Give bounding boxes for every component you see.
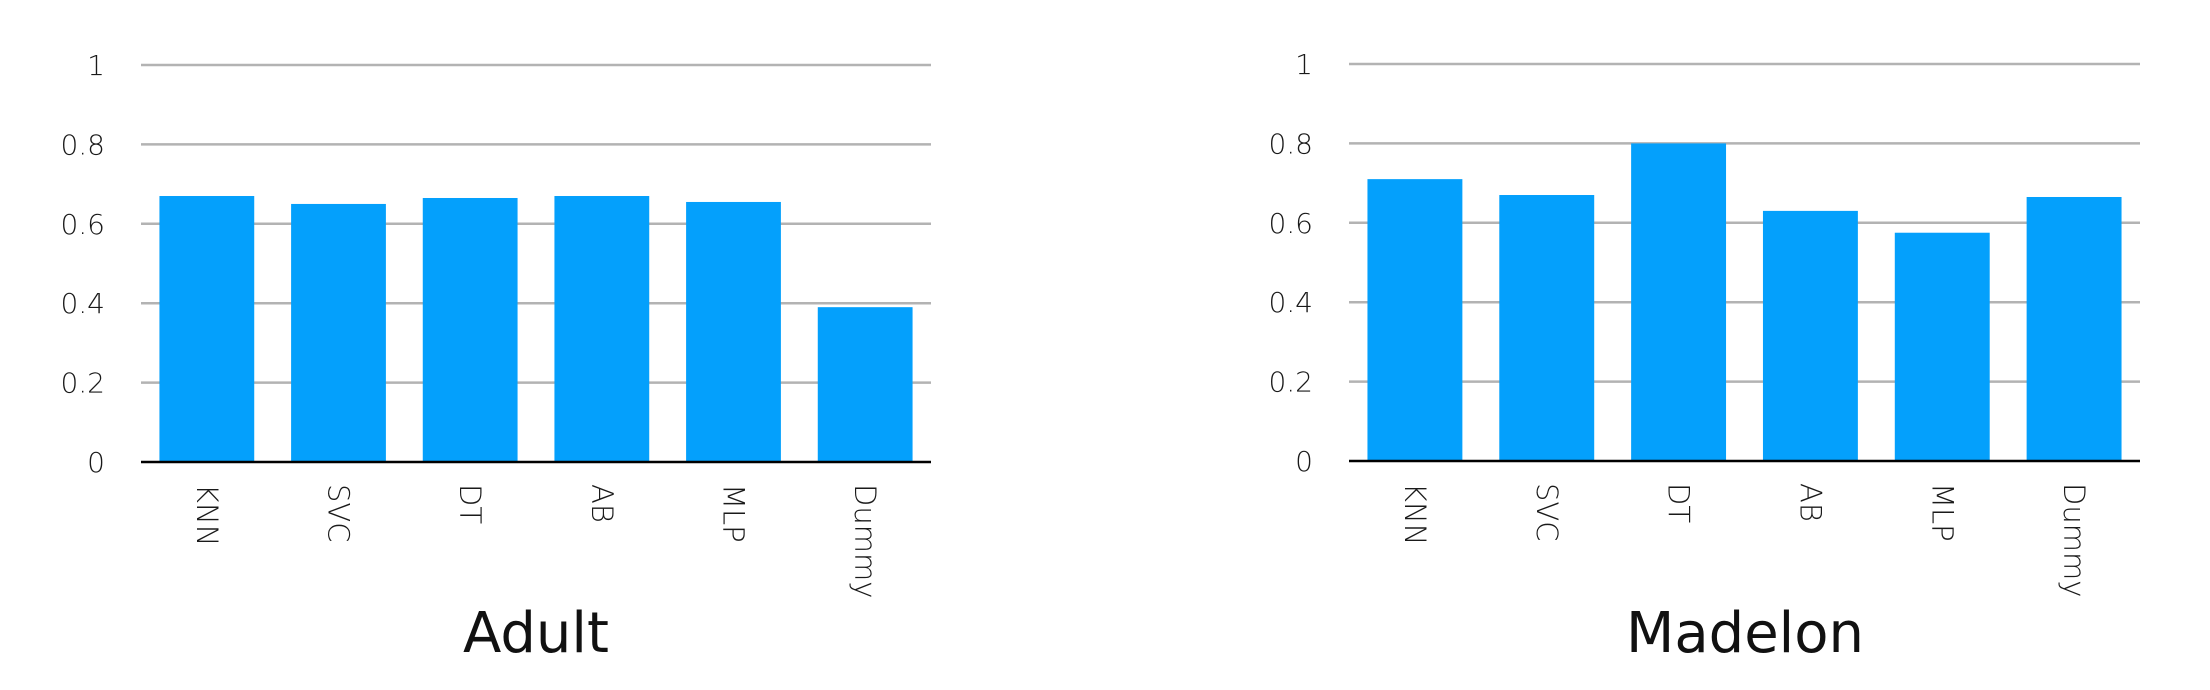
chart-madelon: 0 0.2 0.4 0.6 0.8 1 KNN SVC DT AB MLP Dummy Madelon — [1268, 48, 2140, 666]
bar-dt — [422, 197, 518, 462]
x-tick-label: Dummy — [2057, 483, 2091, 597]
y-tick-label: 0.4 — [1268, 286, 1313, 319]
x-tick-label: AB — [585, 484, 619, 523]
bar-svc — [291, 203, 386, 462]
bar-dt — [1631, 143, 1727, 461]
bar-dummy — [817, 307, 913, 462]
chart-adult: 0 0.2 0.4 0.6 0.8 1 KNN SVC DT AB MLP Dummy Adult — [60, 49, 931, 666]
y-tick-label: 0.2 — [1268, 366, 1313, 399]
y-tick-label: 1 — [1295, 48, 1313, 81]
y-tick-label: 0 — [1295, 445, 1313, 478]
bar-knn — [159, 196, 255, 462]
y-tick-label: 0.8 — [1268, 127, 1313, 160]
bar-mlp — [1894, 232, 1990, 461]
x-tick-label: DT — [453, 484, 487, 524]
chart-title: Madelon — [1626, 601, 1864, 666]
bar-ab — [554, 196, 650, 462]
chart-title: Adult — [463, 601, 609, 666]
y-tick-label: 0 — [87, 446, 105, 479]
x-tick-label: KNN — [1398, 483, 1432, 545]
x-tick-label: SVC — [322, 484, 356, 543]
x-tick-label: MLP — [1925, 483, 1959, 542]
bar-dummy — [2026, 196, 2122, 461]
bar-ab — [1762, 210, 1858, 461]
bar-mlp — [686, 201, 781, 462]
y-tick-label: 0.6 — [1268, 207, 1313, 240]
x-tick-label: AB — [1793, 483, 1827, 522]
y-tick-label: 0.6 — [60, 208, 105, 241]
y-tick-label: 1 — [87, 49, 105, 82]
bar-knn — [1367, 179, 1463, 461]
y-tick-label: 0.2 — [60, 367, 105, 400]
x-tick-label: DT — [1662, 483, 1696, 523]
x-tick-label: MLP — [717, 484, 751, 543]
y-tick-label: 0.4 — [60, 287, 105, 320]
x-tick-label: KNN — [190, 484, 224, 546]
x-tick-label: SVC — [1530, 483, 1564, 542]
y-tick-label: 0.8 — [60, 128, 105, 161]
x-tick-label: Dummy — [848, 484, 882, 598]
bar-svc — [1499, 195, 1595, 461]
